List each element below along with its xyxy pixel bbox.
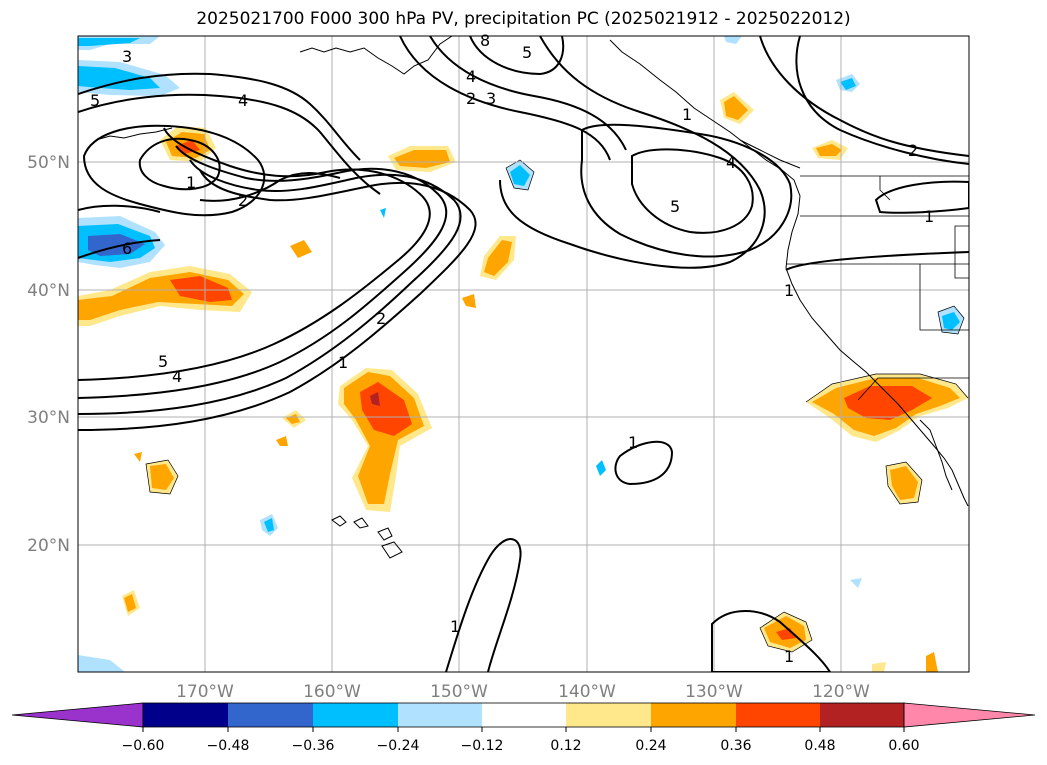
plot-area xyxy=(78,36,969,672)
contour-label: 8 xyxy=(480,31,490,50)
contour-labels: 3 5 4 1 2 6 5 4 1 2 4 2 3 5 8 1 4 5 2 1 … xyxy=(90,31,934,666)
latitude-labels: 50°N 40°N 30°N 20°N xyxy=(27,153,70,556)
lat-label: 30°N xyxy=(27,408,70,428)
colorbar-segment xyxy=(228,703,313,727)
coastlines xyxy=(95,36,969,559)
contour-label: 5 xyxy=(522,43,532,62)
colorbar-segment xyxy=(482,703,566,727)
colorbar-segment xyxy=(566,703,651,727)
contour-label: 4 xyxy=(726,153,736,172)
contour-label: 2 xyxy=(376,309,386,328)
colorbar-segment xyxy=(651,703,736,727)
contour-label: 2 xyxy=(908,141,918,160)
contour-label: 5 xyxy=(670,197,680,216)
lat-label: 20°N xyxy=(27,536,70,556)
longitude-labels: 170°W 160°W 150°W 140°W 130°W 120°W xyxy=(176,682,870,702)
lon-label: 150°W xyxy=(430,682,488,702)
colorbar-ticks xyxy=(142,727,905,732)
colorbar: −0.60 −0.48 −0.36 −0.24 −0.12 0.12 0.24 … xyxy=(11,702,1036,754)
lat-label: 50°N xyxy=(27,153,70,173)
contour-label: 4 xyxy=(466,67,476,86)
contour-label: 1 xyxy=(924,207,934,226)
colorbar-segment xyxy=(313,703,398,727)
lon-label: 130°W xyxy=(685,682,743,702)
contour-label: 2 xyxy=(466,89,476,108)
gridlines xyxy=(78,36,969,672)
contour-label: 1 xyxy=(682,105,692,124)
colorbar-max-extend xyxy=(903,702,1036,728)
colorbar-tick-label: 0.60 xyxy=(888,738,919,754)
colorbar-segment xyxy=(820,703,904,727)
colorbar-tick-label: −0.24 xyxy=(377,738,420,754)
contour-label: 1 xyxy=(628,433,638,452)
lat-label: 40°N xyxy=(27,281,70,301)
lon-label: 160°W xyxy=(303,682,361,702)
colorbar-tick-label: −0.48 xyxy=(207,738,250,754)
colorbar-tick-label: −0.12 xyxy=(461,738,504,754)
colorbar-tick-label: 0.48 xyxy=(804,738,835,754)
contour-label: 1 xyxy=(784,281,794,300)
colorbar-tick-label: 0.36 xyxy=(720,738,751,754)
positive-precip-shading xyxy=(78,92,968,672)
contour-label: 5 xyxy=(158,352,168,371)
shading-outlines xyxy=(145,159,969,653)
pv-contours xyxy=(78,36,969,672)
colorbar-tick-label: 0.24 xyxy=(635,738,666,754)
map-title: 2025021700 F000 300 hPa PV, precipitatio… xyxy=(196,9,851,29)
colorbar-tick-label: −0.36 xyxy=(292,738,335,754)
contour-label: 1 xyxy=(338,353,348,372)
borders xyxy=(786,175,969,401)
colorbar-segment xyxy=(736,703,820,727)
colorbar-segment xyxy=(143,703,228,727)
plot-frame xyxy=(77,35,970,673)
colorbar-tick-label: −0.60 xyxy=(122,738,165,754)
colorbar-min-extend xyxy=(11,702,144,728)
lon-label: 170°W xyxy=(176,682,234,702)
colorbar-segment xyxy=(398,703,482,727)
colorbar-frame xyxy=(142,702,905,728)
contour-label: 1 xyxy=(450,617,460,636)
contour-label: 6 xyxy=(122,239,132,258)
contour-label: 4 xyxy=(238,91,248,110)
contour-label: 1 xyxy=(784,647,794,666)
colorbar-tick-label: 0.12 xyxy=(550,738,581,754)
contour-label: 3 xyxy=(122,47,132,66)
contour-label: 2 xyxy=(238,191,248,210)
contour-label: 5 xyxy=(90,91,100,110)
contour-label: 4 xyxy=(172,367,182,386)
lon-label: 120°W xyxy=(812,682,870,702)
contour-label: 1 xyxy=(186,173,196,192)
contour-label: 3 xyxy=(486,89,496,108)
lon-label: 140°W xyxy=(558,682,616,702)
